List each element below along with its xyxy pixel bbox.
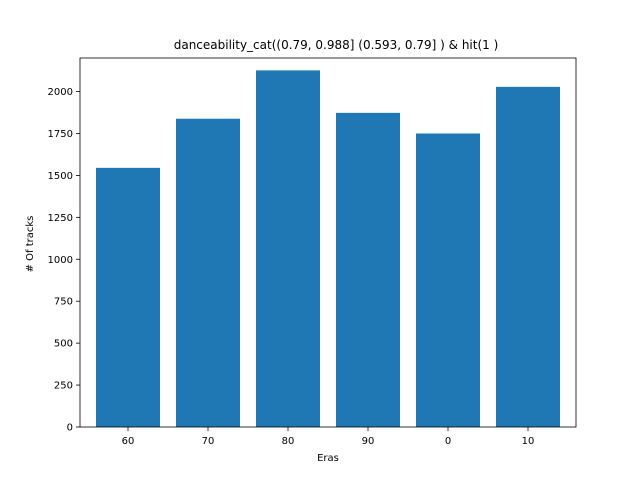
bars-layer <box>96 70 560 428</box>
bar-90 <box>336 112 400 427</box>
y-tick-label-1500: 1500 <box>48 171 73 182</box>
y-tick-label-0: 0 <box>67 423 73 434</box>
bar-70 <box>176 118 240 427</box>
y-tick-label-1750: 1750 <box>48 129 73 140</box>
y-tick-label-1000: 1000 <box>48 255 73 266</box>
y-tick-label-250: 250 <box>54 381 73 392</box>
y-tick-label-500: 500 <box>54 339 73 350</box>
x-tick-label-60: 60 <box>122 436 135 447</box>
plot-frame <box>79 57 577 428</box>
x-tick-label-80: 80 <box>282 436 295 447</box>
y-axis-label: # Of tracks <box>25 216 36 273</box>
bar-80 <box>256 70 320 427</box>
bar-0 <box>416 133 480 428</box>
bar-10 <box>496 86 560 427</box>
bar-60 <box>96 167 160 428</box>
y-tick-label-2000: 2000 <box>48 87 73 98</box>
x-tick-label-90: 90 <box>362 436 375 447</box>
x-axis-label: Eras <box>317 453 339 464</box>
axes-layer: 60 70 80 90 0 10 0 250 500 750 1000 1250 1500 1750 200… <box>48 57 577 447</box>
chart-title: danceability_cat((0.79, 0.988] (0.593, 0… <box>174 38 499 52</box>
x-tick-label-70: 70 <box>202 436 215 447</box>
y-tick-label-750: 750 <box>54 297 73 308</box>
x-tick-label-0: 0 <box>445 436 451 447</box>
x-tick-label-10: 10 <box>522 436 535 447</box>
y-tick-label-1250: 1250 <box>48 213 73 224</box>
